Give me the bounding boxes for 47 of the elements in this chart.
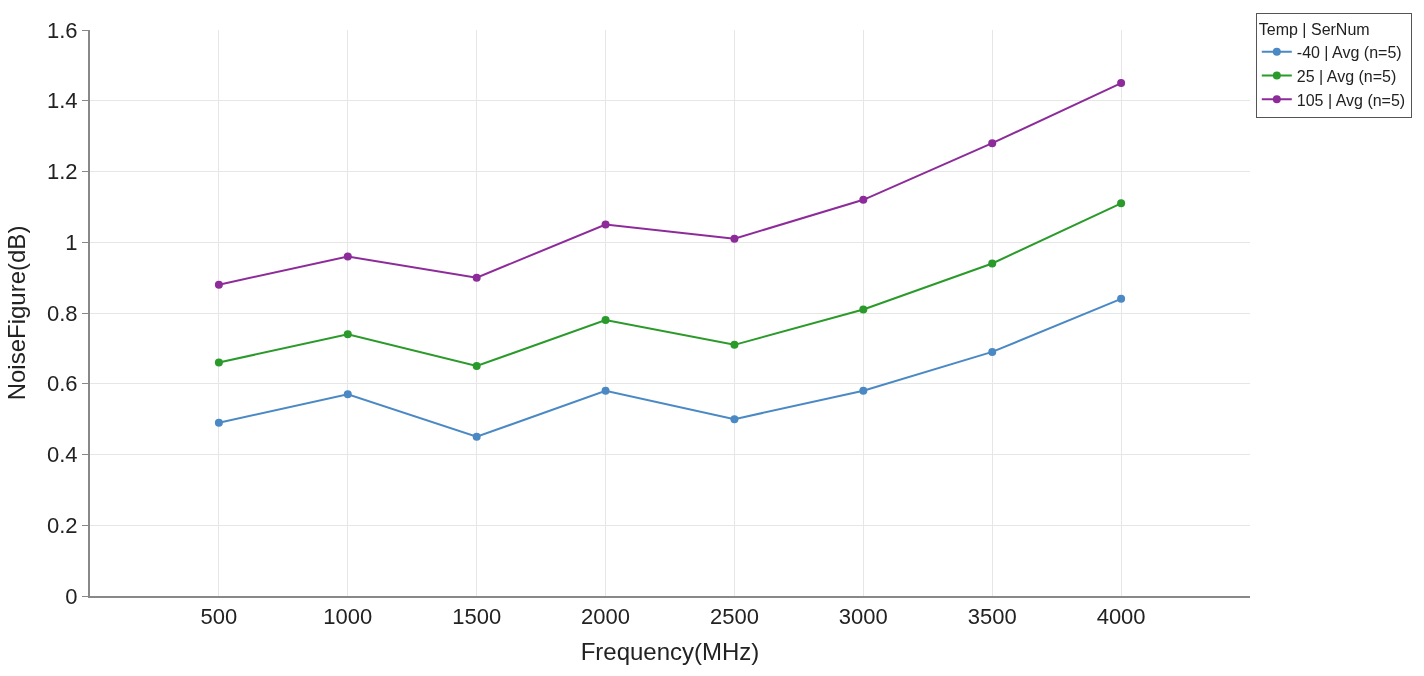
x-tick-label: 1000 — [323, 604, 373, 630]
y-tick-label: 0.2 — [47, 512, 78, 538]
point — [343, 330, 352, 339]
point — [730, 234, 739, 243]
point — [1117, 294, 1126, 303]
legend-label: 25 | Avg (n=5) — [1296, 67, 1397, 85]
x-tick-label: 2000 — [581, 604, 631, 630]
point — [730, 415, 739, 424]
point — [988, 259, 997, 268]
y-tick-label: 1.2 — [47, 159, 78, 185]
point — [601, 220, 610, 229]
point — [730, 340, 739, 349]
point — [214, 358, 223, 367]
legend-label: -40 | Avg (n=5) — [1296, 43, 1402, 61]
point — [859, 305, 868, 314]
point — [859, 195, 868, 204]
x-tick-label: 500 — [200, 604, 238, 630]
y-tick-label: 1.6 — [47, 17, 78, 43]
point — [343, 252, 352, 261]
x-axis-title: Frequency(MHz) — [580, 638, 760, 666]
legend-title: Temp | SerNum — [1258, 20, 1370, 38]
point — [601, 316, 610, 325]
point — [472, 362, 481, 371]
y-tick-label: 0.8 — [47, 300, 78, 326]
y-tick-label: 0 — [65, 583, 78, 609]
legend-label: 105 | Avg (n=5) — [1296, 91, 1406, 109]
point — [859, 386, 868, 395]
y-tick-label: 1.4 — [47, 88, 78, 114]
x-tick-label: 2500 — [709, 604, 759, 630]
x-tick-label: 3500 — [967, 604, 1017, 630]
x-tick-label: 1500 — [452, 604, 502, 630]
y-tick-label: 0.4 — [47, 442, 78, 468]
point — [214, 280, 223, 289]
point — [343, 390, 352, 399]
point — [472, 273, 481, 282]
point — [601, 386, 610, 395]
point — [214, 418, 223, 427]
x-tick-label: 4000 — [1096, 604, 1146, 630]
point — [1117, 199, 1126, 208]
point — [472, 432, 481, 441]
point — [988, 139, 997, 148]
y-tick-label: 0.6 — [47, 371, 78, 397]
x-tick-label: 3000 — [838, 604, 888, 630]
y-axis-title: NoiseFigure(dB) — [2, 225, 30, 401]
point — [1117, 79, 1126, 88]
y-tick-label: 1 — [65, 229, 78, 255]
point — [988, 347, 997, 356]
